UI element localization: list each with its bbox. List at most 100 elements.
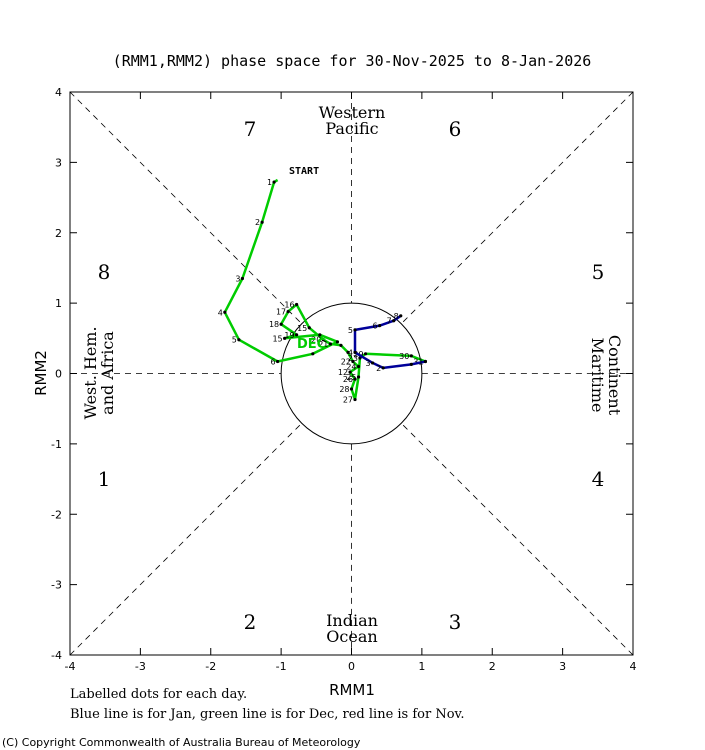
diagonal-upper-right bbox=[400, 91, 634, 325]
x-tick-label: -4 bbox=[65, 660, 76, 673]
day-dot bbox=[328, 342, 332, 346]
day-dot bbox=[339, 343, 343, 347]
day-dot bbox=[295, 302, 299, 307]
y-tick-label: 0 bbox=[55, 368, 62, 381]
phase-label-3: 3 bbox=[449, 610, 462, 634]
phase-label-2: 2 bbox=[244, 610, 257, 634]
day-label: 12 bbox=[338, 368, 348, 377]
day-dot bbox=[260, 220, 264, 224]
footer-note-1: Labelled dots for each day. bbox=[70, 687, 247, 702]
day-label: 25 bbox=[346, 373, 356, 382]
day-label: 19 bbox=[284, 331, 294, 340]
day-dot bbox=[353, 328, 357, 332]
phase-guides bbox=[69, 91, 634, 656]
day-dot bbox=[399, 314, 403, 318]
phase-label-7: 7 bbox=[244, 117, 257, 141]
day-dot bbox=[423, 359, 427, 364]
day-dot bbox=[307, 326, 311, 330]
day-label: 15 bbox=[272, 334, 282, 343]
day-dot bbox=[409, 362, 413, 366]
phase-label-6: 6 bbox=[449, 117, 462, 141]
x-axis-label: RMM1 bbox=[329, 681, 375, 699]
region-bottom-line2: Ocean bbox=[326, 627, 377, 646]
x-tick-label: 3 bbox=[559, 660, 566, 673]
phase-label-1: 1 bbox=[98, 467, 111, 491]
y-tick-label: -1 bbox=[51, 438, 62, 451]
day-label: 3 bbox=[366, 359, 371, 368]
day-dot bbox=[353, 397, 357, 402]
day-dot bbox=[378, 324, 382, 328]
region-right-line1: Maritime bbox=[588, 338, 607, 413]
y-tick-label: 1 bbox=[55, 297, 62, 310]
day-label: 2 bbox=[255, 218, 260, 227]
day-dot bbox=[409, 354, 413, 358]
x-tick-label: -2 bbox=[205, 660, 216, 673]
day-dot bbox=[335, 340, 340, 344]
day-dot bbox=[237, 338, 241, 342]
day-dot bbox=[351, 359, 355, 364]
day-label: 22 bbox=[341, 358, 351, 367]
x-tick-label: -1 bbox=[276, 660, 287, 673]
copyright: (C) Copyright Commonwealth of Australia … bbox=[2, 736, 361, 749]
day-label: 6 bbox=[271, 358, 276, 367]
diagonal-lower-right bbox=[400, 422, 634, 656]
phase-label-8: 8 bbox=[98, 260, 111, 284]
day-dot bbox=[223, 310, 227, 314]
y-tick-label: 4 bbox=[55, 86, 62, 99]
region-top-line2: Pacific bbox=[325, 119, 378, 138]
day-label: 30 bbox=[399, 352, 409, 361]
start-label: START bbox=[289, 166, 319, 177]
day-label: 27 bbox=[343, 396, 353, 405]
region-top-line1: Western bbox=[319, 103, 386, 122]
day-label: 7 bbox=[387, 317, 392, 326]
day-label: 5 bbox=[232, 336, 237, 345]
chart-title: (RMM1,RMM2) phase space for 30-Nov-2025 … bbox=[113, 52, 592, 70]
region-left-line1: West. Hem. bbox=[81, 326, 100, 419]
unit-circle bbox=[280, 302, 423, 445]
y-tick-label: -3 bbox=[51, 579, 62, 592]
footer-note-2: Blue line is for Jan, green line is for … bbox=[70, 707, 464, 722]
day-dot bbox=[279, 322, 283, 326]
day-label: 5 bbox=[348, 326, 353, 335]
y-tick-label: -4 bbox=[51, 649, 62, 662]
y-tick-label: 3 bbox=[55, 156, 62, 169]
phase-numbers: 7 6 8 5 1 4 2 3 bbox=[98, 117, 605, 634]
day-label: 6 bbox=[373, 322, 378, 331]
day-dot bbox=[353, 350, 357, 354]
y-tick-label: 2 bbox=[55, 227, 62, 240]
day-dot bbox=[286, 309, 290, 314]
month-label-dec: DEC bbox=[297, 337, 326, 352]
day-label: 4 bbox=[218, 308, 223, 317]
region-right-line2: Continent bbox=[605, 335, 624, 416]
day-label: 21 bbox=[318, 340, 328, 349]
series-1: 1 234 5 678 bbox=[348, 312, 427, 373]
day-dot bbox=[348, 370, 352, 374]
day-label: 18 bbox=[269, 320, 279, 329]
day-dot bbox=[381, 366, 385, 370]
day-label: 3 bbox=[235, 274, 240, 283]
day-label: 23 bbox=[348, 354, 358, 363]
day-label: 24 bbox=[346, 362, 356, 371]
day-label: 4 bbox=[348, 348, 353, 357]
day-dot bbox=[349, 387, 354, 391]
day-label: 1 bbox=[418, 358, 423, 367]
day-dot bbox=[356, 364, 361, 369]
day-dot bbox=[276, 359, 280, 364]
day-dot bbox=[353, 377, 357, 381]
y-tick-label: -2 bbox=[51, 508, 62, 521]
day-label: 17 bbox=[276, 308, 286, 317]
x-tick-label: 2 bbox=[489, 660, 496, 673]
day-label: 15 bbox=[297, 324, 307, 333]
phase-label-5: 5 bbox=[592, 260, 605, 284]
day-label: 8 bbox=[394, 312, 399, 321]
day-dot bbox=[356, 375, 361, 379]
diagonal-lower-left bbox=[69, 422, 303, 656]
day-dot bbox=[272, 180, 276, 184]
day-label: 26 bbox=[343, 375, 353, 384]
region-left-line2: and Africa bbox=[98, 331, 117, 415]
x-tick-label: 0 bbox=[348, 660, 355, 673]
